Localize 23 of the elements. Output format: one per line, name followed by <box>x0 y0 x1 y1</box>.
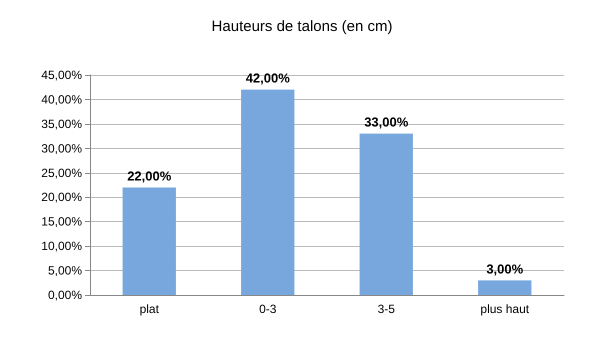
y-tick-label: 40,00% <box>41 92 82 106</box>
x-tick-label: plus haut <box>480 302 530 316</box>
data-label: 42,00% <box>246 70 290 86</box>
bar <box>122 187 176 295</box>
y-tick-label: 30,00% <box>41 141 82 156</box>
y-tick-label: 25,00% <box>41 166 82 180</box>
y-tick-label: 35,00% <box>41 116 82 131</box>
y-tick-label: 20,00% <box>41 190 82 204</box>
x-tick-label: plat <box>140 302 160 316</box>
y-tick-label: 5,00% <box>48 264 82 278</box>
data-label: 22,00% <box>127 168 172 184</box>
bar <box>241 90 294 295</box>
data-label: 33,00% <box>364 114 409 130</box>
y-tick-label: 15,00% <box>41 214 82 229</box>
y-tick-label: 10,00% <box>41 239 82 254</box>
y-tick-label: 45,00% <box>41 68 82 82</box>
x-tick-label: 0-3 <box>259 302 277 316</box>
x-tick-label: 3-5 <box>378 302 396 316</box>
bar <box>360 134 413 295</box>
chart-title: Hauteurs de talons (en cm) <box>212 18 392 35</box>
data-label: 3,00% <box>486 261 524 276</box>
bar <box>478 280 532 295</box>
y-tick-label: 0,00% <box>48 288 82 302</box>
